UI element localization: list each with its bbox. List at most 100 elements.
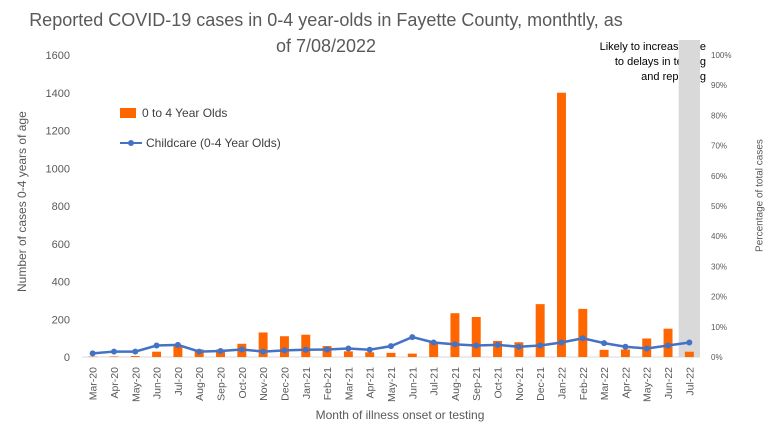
bar [684, 351, 694, 357]
y2-tick-label: 0% [711, 353, 723, 362]
line-point [324, 346, 331, 353]
highlight-band [678, 40, 700, 357]
bar [365, 352, 375, 357]
x-tick-label: Aug-20 [194, 367, 206, 401]
x-tick-label: Sep-21 [471, 367, 483, 401]
legend-bar-label: 0 to 4 Year Olds [142, 106, 228, 120]
y-tick-label: 1200 [46, 126, 70, 138]
line-point [153, 342, 160, 349]
x-tick-label: Nov-21 [514, 367, 526, 401]
y-tick-label: 1600 [46, 50, 70, 62]
x-tick-label: Jul-20 [173, 367, 185, 396]
line-point [665, 342, 672, 349]
bar [557, 92, 566, 357]
x-tick-label: Nov-20 [258, 367, 270, 401]
bar [493, 340, 503, 357]
y-tick-label: 400 [52, 277, 70, 289]
bar [343, 351, 353, 357]
x-tick-label: Jun-21 [407, 367, 419, 399]
line-point [686, 339, 693, 346]
bar [620, 349, 630, 357]
bar [130, 356, 140, 357]
line-point [110, 348, 117, 355]
y2-tick-label: 70% [711, 142, 727, 151]
line-point [643, 345, 650, 352]
x-tick-label: May-20 [130, 367, 142, 402]
x-tick-label: Dec-20 [279, 367, 291, 401]
line-point [622, 343, 629, 350]
y-tick-label: 200 [52, 314, 70, 326]
line-point [388, 343, 394, 350]
bar [599, 349, 609, 357]
y2-tick-label: 30% [711, 262, 727, 271]
x-tick-label: Sep-20 [216, 367, 228, 401]
y-tick-label: 600 [52, 239, 70, 251]
line-point [515, 343, 522, 350]
bar [535, 304, 545, 357]
line-point [579, 335, 586, 342]
x-axis-label: Month of illness onset or testing [315, 408, 485, 422]
line-point [409, 334, 416, 341]
bar [109, 356, 119, 357]
line-point [302, 346, 309, 353]
line-point [238, 346, 245, 353]
legend-item-bar: 0 to 4 Year Olds [120, 106, 227, 120]
bar [578, 308, 588, 357]
bar [152, 351, 162, 357]
y2-tick-label: 90% [711, 81, 727, 90]
line-point [196, 348, 203, 355]
y2-tick-label: 50% [711, 202, 727, 211]
legend-line-label: Childcare (0-4 Year Olds) [146, 136, 281, 150]
bar [301, 334, 311, 357]
x-tick-label: Apr-21 [365, 367, 377, 399]
x-tick-label: Aug-21 [450, 367, 462, 401]
x-tick-label: Jan-22 [556, 367, 568, 399]
x-tick-label: Oct-20 [237, 367, 249, 399]
bar [279, 336, 289, 357]
x-tick-label: Jul-21 [429, 367, 441, 396]
line-point [366, 346, 373, 353]
chart-title-line-1: Reported COVID-19 cases in 0-4 year-olds… [29, 10, 623, 30]
line-point [430, 339, 437, 346]
x-tick-label: Mar-21 [343, 367, 355, 400]
bar [258, 332, 268, 357]
line-point [281, 347, 288, 354]
legend-line-swatch [120, 140, 142, 146]
y2-tick-label: 60% [711, 172, 727, 181]
y-tick-label: 800 [52, 201, 70, 213]
line-point [89, 350, 96, 357]
legend-item-line: Childcare (0-4 Year Olds) [120, 136, 281, 150]
y2-tick-label: 10% [711, 323, 727, 332]
bar [173, 345, 183, 357]
line-point [537, 342, 544, 349]
legend-bar-swatch [120, 108, 136, 118]
bar [386, 352, 396, 357]
x-tick-label: Jul-22 [684, 367, 696, 396]
y2-tick-label: 20% [711, 293, 727, 302]
y-tick-label: 0 [64, 352, 70, 364]
y-tick-label: 1400 [46, 88, 70, 100]
line-point [451, 341, 458, 348]
x-tick-label: Jun-20 [152, 367, 164, 399]
line-point [260, 348, 267, 355]
x-tick-label: Oct-21 [493, 367, 505, 399]
line-point [601, 340, 608, 347]
y-tick-label: 1000 [46, 163, 70, 175]
chart-title-line-2: of 7/08/2022 [275, 36, 377, 56]
y2-tick-label: 40% [711, 232, 727, 241]
x-tick-label: May-22 [642, 367, 654, 402]
line-point [473, 342, 480, 349]
x-tick-label: Mar-20 [88, 367, 100, 400]
x-tick-label: Dec-21 [535, 367, 547, 401]
y2-tick-label: 80% [711, 111, 727, 120]
bar [407, 353, 417, 357]
line-point [558, 339, 565, 346]
line-point [345, 345, 352, 352]
x-tick-label: Mar-22 [599, 367, 611, 400]
bar [450, 313, 460, 357]
x-tick-label: Jun-22 [663, 367, 675, 399]
x-tick-label: Apr-20 [109, 367, 121, 399]
line-point [174, 341, 181, 348]
x-tick-label: Jan-21 [301, 367, 313, 399]
